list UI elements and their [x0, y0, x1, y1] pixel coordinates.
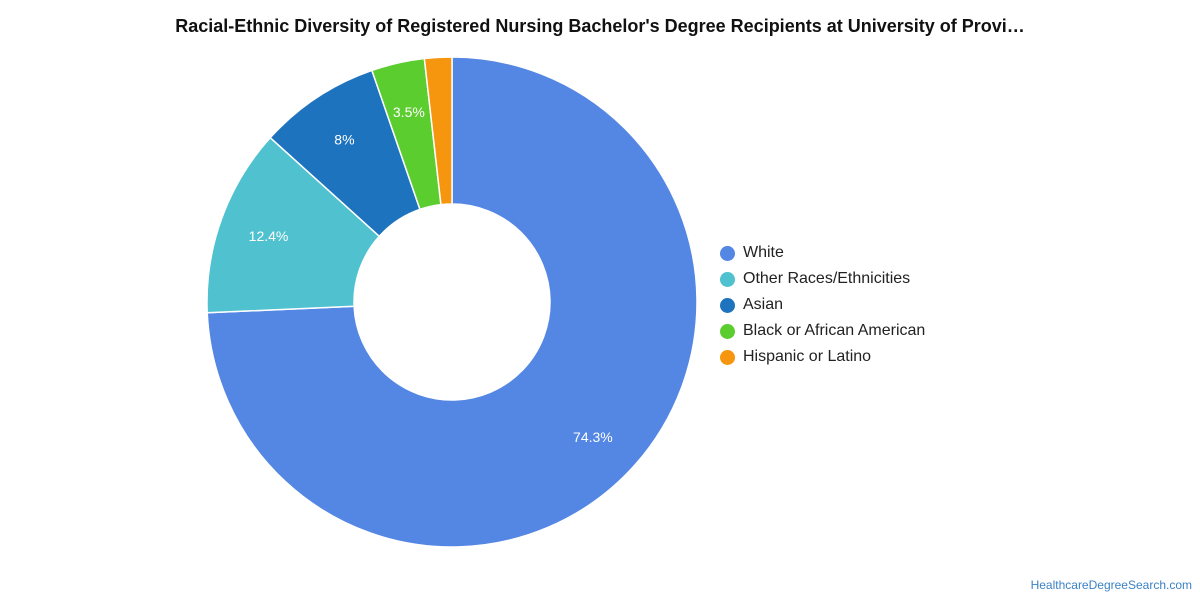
legend-label-hispanic: Hispanic or Latino: [743, 348, 872, 365]
legend-item-white[interactable]: White: [720, 240, 925, 266]
legend-label-asian: Asian: [743, 296, 784, 313]
source-link[interactable]: HealthcareDegreeSearch.com: [1030, 578, 1192, 592]
legend-label-white: White: [743, 244, 784, 261]
legend-swatch-black: [720, 323, 735, 339]
chart-title: Racial-Ethnic Diversity of Registered Nu…: [175, 16, 1025, 36]
slice-white[interactable]: [206, 56, 698, 548]
legend-item-asian[interactable]: Asian: [720, 292, 925, 318]
legend: White Other Races/Ethnicities Asian Blac…: [720, 240, 925, 370]
data-label-black: 3.5%: [393, 104, 425, 120]
legend-item-black[interactable]: Black or African American: [720, 318, 925, 344]
legend-swatch-other-races: [720, 271, 735, 287]
legend-label-black: Black or African American: [743, 322, 926, 339]
legend-swatch-white: [720, 245, 735, 261]
legend-item-hispanic[interactable]: Hispanic or Latino: [720, 344, 925, 370]
data-label-white: 74.3%: [573, 429, 613, 445]
slice-hispanic[interactable]: [423, 56, 453, 206]
legend-swatch-asian: [720, 297, 735, 313]
data-label-other-races: 12.4%: [249, 228, 289, 244]
data-label-asian: 8%: [334, 131, 354, 147]
legend-label-other-races: Other Races/Ethnicities: [743, 270, 911, 287]
slice-other-races[interactable]: [206, 136, 381, 314]
legend-item-other-races[interactable]: Other Races/Ethnicities: [720, 266, 925, 292]
legend-swatch-hispanic: [720, 349, 735, 365]
